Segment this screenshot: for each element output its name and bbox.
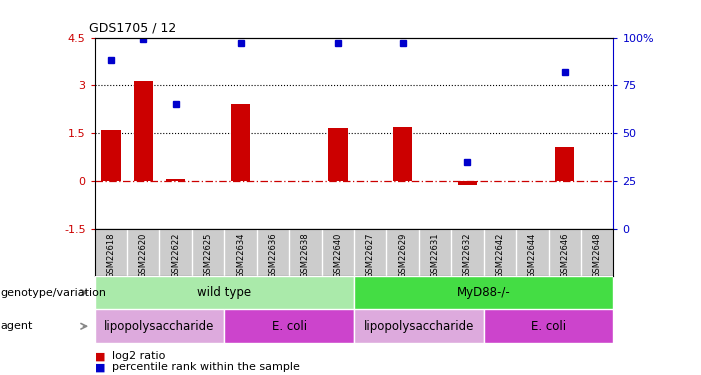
Bar [458, 181, 477, 185]
Bar [354, 276, 613, 309]
Text: GSM22627: GSM22627 [366, 232, 375, 278]
Text: lipopolysaccharide: lipopolysaccharide [364, 320, 474, 333]
Text: GSM22632: GSM22632 [463, 232, 472, 278]
Text: E. coli: E. coli [271, 320, 307, 333]
Text: E. coli: E. coli [531, 320, 566, 333]
Bar [555, 147, 575, 181]
Text: GSM22634: GSM22634 [236, 232, 245, 278]
Text: wild type: wild type [197, 286, 252, 299]
Text: GSM22629: GSM22629 [398, 232, 407, 278]
Text: GDS1705 / 12: GDS1705 / 12 [90, 22, 177, 35]
Text: ■: ■ [95, 363, 109, 372]
Bar [354, 309, 484, 343]
Text: GSM22620: GSM22620 [139, 232, 148, 278]
Text: GSM22636: GSM22636 [268, 232, 278, 278]
Text: percentile rank within the sample: percentile rank within the sample [112, 363, 300, 372]
Text: MyD88-/-: MyD88-/- [457, 286, 510, 299]
Bar [393, 127, 412, 181]
Text: lipopolysaccharide: lipopolysaccharide [104, 320, 215, 333]
Text: ■: ■ [95, 351, 109, 361]
Bar [328, 128, 348, 181]
Text: GSM22638: GSM22638 [301, 232, 310, 278]
Text: GSM22631: GSM22631 [430, 232, 440, 278]
Bar [484, 309, 613, 343]
Text: log2 ratio: log2 ratio [112, 351, 165, 361]
Bar [224, 309, 354, 343]
Text: GSM22646: GSM22646 [560, 232, 569, 278]
Bar [95, 309, 224, 343]
Bar [231, 104, 250, 181]
Text: GSM22640: GSM22640 [333, 232, 342, 278]
Text: GSM22644: GSM22644 [528, 232, 537, 278]
Bar [166, 179, 185, 181]
Text: GSM22642: GSM22642 [496, 232, 505, 278]
Text: GSM22618: GSM22618 [107, 232, 116, 278]
Text: GSM22648: GSM22648 [592, 232, 601, 278]
Text: GSM22625: GSM22625 [203, 232, 212, 278]
Text: GSM22622: GSM22622 [171, 232, 180, 278]
Bar [101, 130, 121, 181]
Bar [95, 276, 354, 309]
Text: agent: agent [0, 321, 32, 331]
Text: genotype/variation: genotype/variation [0, 288, 106, 297]
Bar [134, 81, 153, 181]
